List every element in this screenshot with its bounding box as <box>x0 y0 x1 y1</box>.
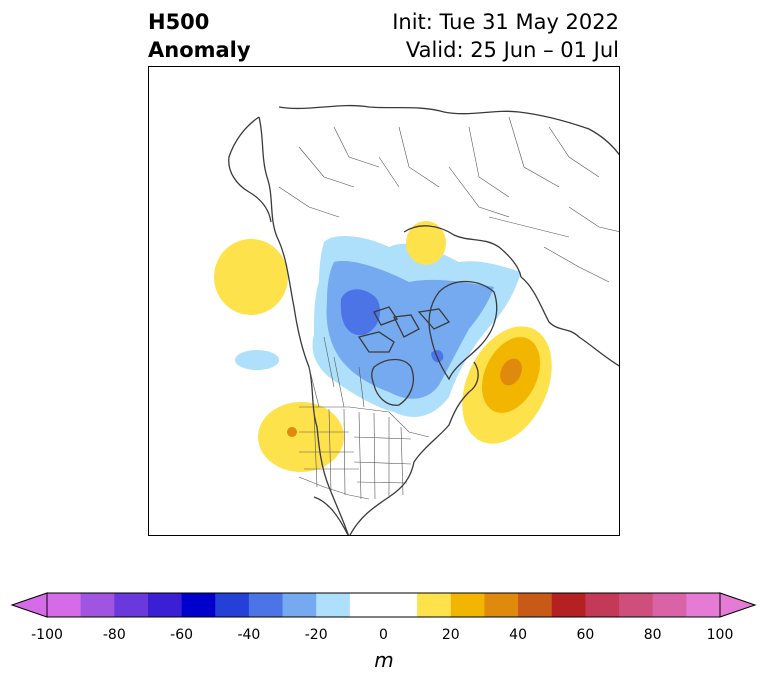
colorbar-segment <box>349 593 384 617</box>
colorbar-tick-label: 100 <box>706 627 734 643</box>
coastline-arctic-archipelago <box>357 306 451 353</box>
colorbar-tick-label: 80 <box>643 627 662 643</box>
borders-eurasia <box>378 116 619 283</box>
coastline-siberia-north <box>403 225 522 278</box>
coastline-north-america-east <box>349 361 479 535</box>
coastline-greenland <box>428 280 498 381</box>
coastlines <box>228 104 619 535</box>
colorbar-tick-label: 40 <box>509 627 528 643</box>
title-field: Anomaly <box>148 38 251 62</box>
colorbar-tick-label: 0 <box>379 627 388 643</box>
colorbar-segment <box>215 593 250 617</box>
colorbar-tick-label: -80 <box>102 627 126 643</box>
positive-anomaly-western-us <box>258 402 344 472</box>
colorbar-tick-label: 60 <box>576 627 595 643</box>
colorbar-segment <box>282 593 317 617</box>
colorbar-segment <box>551 593 586 617</box>
colorbar-under-arrow <box>10 592 48 618</box>
state-lines-west <box>299 408 359 496</box>
colorbar-over-arrow <box>719 592 757 618</box>
coastline-hudson-bay <box>371 358 414 406</box>
colorbar-segment <box>181 593 216 617</box>
coastline-europe <box>520 276 619 367</box>
colorbar-segment <box>47 593 82 617</box>
map-panel <box>148 66 620 536</box>
colorbar-segment <box>316 593 351 617</box>
title-right: Init: Tue 31 May 2022 Valid: 25 Jun – 01… <box>392 8 619 64</box>
borders <box>278 116 619 500</box>
coastline-alaska <box>228 116 272 223</box>
border-us-mexico <box>298 476 370 500</box>
colorbar-segment <box>619 593 654 617</box>
colorbar-outline <box>46 592 721 618</box>
colorbar-segment <box>417 593 452 617</box>
colorbar-segment <box>518 593 553 617</box>
coastline-eurasia <box>278 104 619 156</box>
title-left: H500 Anomaly <box>148 8 251 64</box>
positive-anomaly-siberia <box>406 221 446 265</box>
title-valid-range: Valid: 25 Jun – 01 Jul <box>405 38 619 62</box>
colorbar-segment <box>114 593 149 617</box>
colorbar <box>10 592 757 618</box>
title-init-date: Init: Tue 31 May 2022 <box>392 10 619 34</box>
colorbar-segment <box>652 593 687 617</box>
colorbar-segments <box>47 593 721 617</box>
negative-anomaly-pacific-small <box>235 350 279 370</box>
border-us-canada <box>299 406 430 438</box>
colorbar-segment <box>585 593 620 617</box>
borders-north-america-north <box>278 126 380 218</box>
coastline-north-america-west <box>258 116 349 535</box>
coastline-central-america <box>313 496 349 535</box>
colorbar-segment <box>484 593 519 617</box>
colorbar-segment <box>80 593 115 617</box>
title-variable: H500 <box>148 10 210 34</box>
colorbar-segment <box>383 593 418 617</box>
colorbar-segment <box>686 593 721 617</box>
colorbar-segment <box>248 593 284 617</box>
colorbar-segment <box>450 593 485 617</box>
colorbar-tick-label: -20 <box>304 627 328 643</box>
state-lines-central <box>353 411 412 500</box>
positive-anomaly-north-pacific <box>214 239 288 315</box>
positive-anomaly-north-atlantic-core <box>500 358 522 386</box>
colorbar-tick-label: -40 <box>237 627 261 643</box>
colorbar-tick-label: 20 <box>441 627 460 643</box>
colorbar-tick-label: -60 <box>170 627 194 643</box>
colorbar-unit: m <box>374 648 394 672</box>
negative-anomaly-arctic-canada-max <box>340 289 381 336</box>
map-svg <box>214 104 619 535</box>
province-lines-canada <box>308 336 365 408</box>
positive-anomaly-western-us-core <box>287 427 297 437</box>
colorbar-tick-label: -100 <box>31 627 63 643</box>
colorbar-segment <box>147 593 183 617</box>
